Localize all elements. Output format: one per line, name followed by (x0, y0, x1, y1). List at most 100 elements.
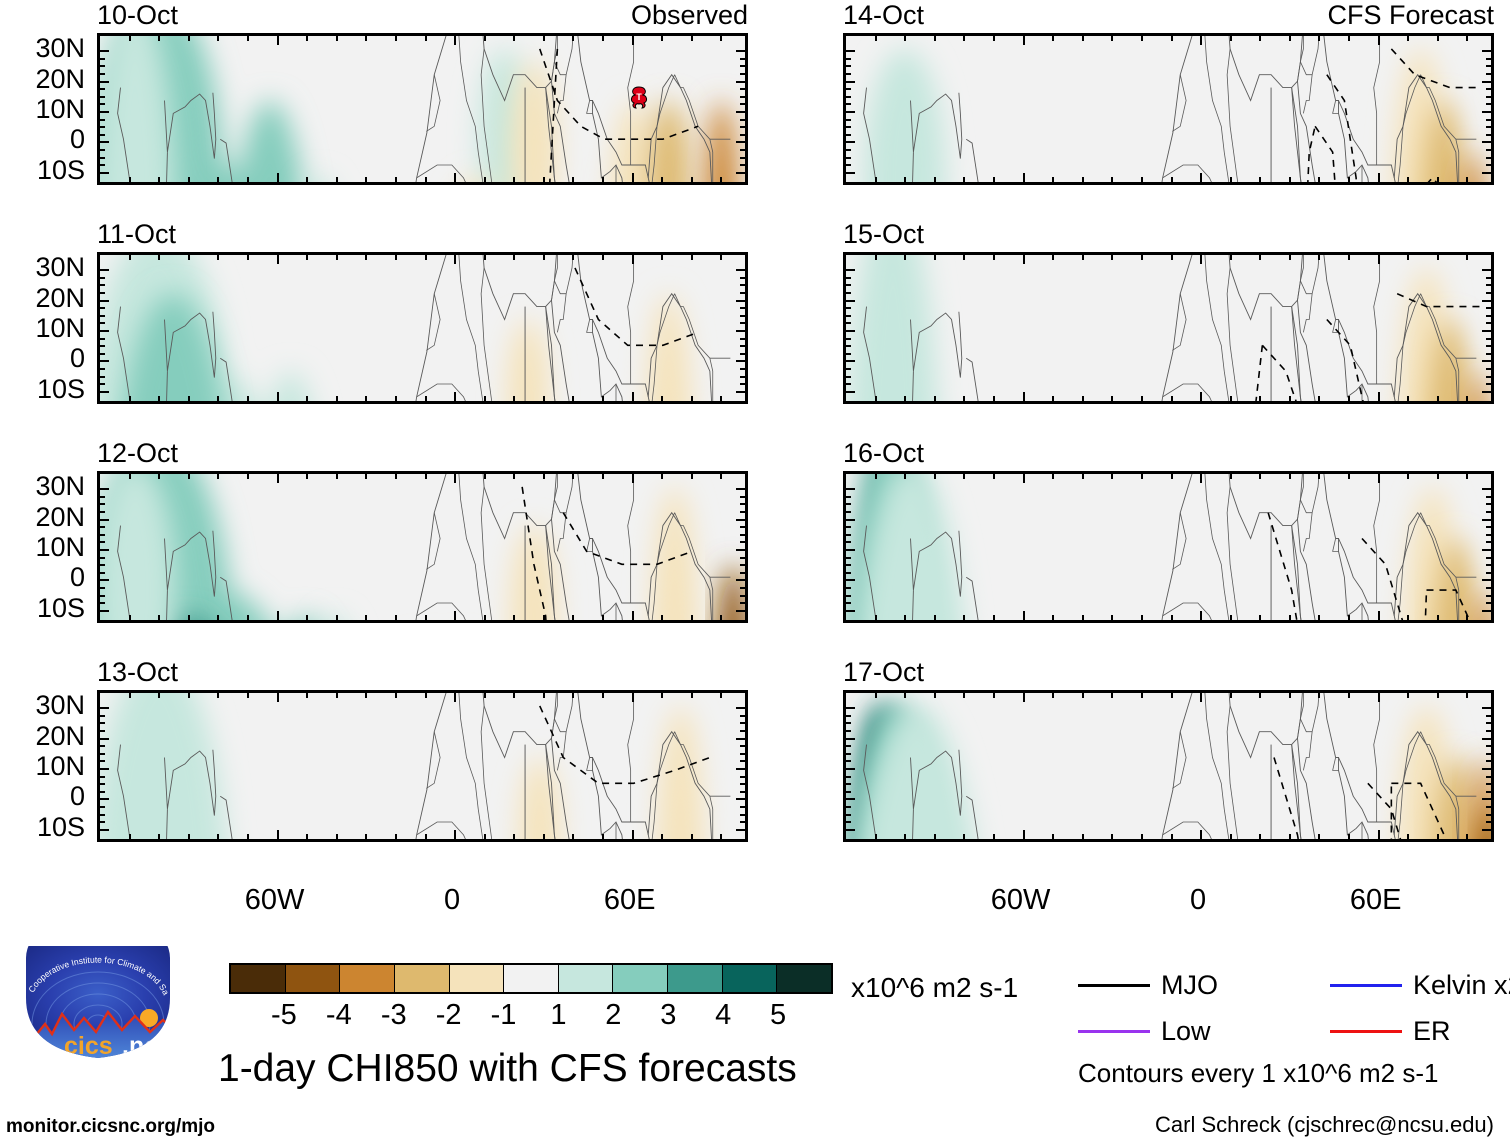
colorbar-tick-label: 4 (715, 999, 732, 1031)
y-tick (100, 299, 109, 302)
x-tick (631, 474, 634, 483)
x-tick (454, 173, 457, 182)
y-tick (846, 345, 851, 348)
y-tick (846, 284, 851, 287)
y-tick (100, 526, 105, 529)
x-tick (1111, 396, 1114, 401)
x-tick (1318, 615, 1321, 620)
y-tick (1482, 768, 1491, 770)
x-tick (1111, 474, 1114, 479)
y-tick (100, 564, 105, 567)
y-tick (846, 503, 851, 506)
y-tick (100, 330, 109, 332)
x-tick (572, 474, 575, 479)
x-tick (720, 36, 723, 41)
y-tick (846, 322, 851, 325)
x-tick (335, 615, 338, 620)
y-tick (1486, 103, 1491, 106)
y-tick (1486, 571, 1491, 574)
x-tick (1436, 474, 1439, 479)
y-tick (1482, 737, 1491, 740)
x-axis-tick-label: 60E (603, 884, 656, 916)
y-tick (100, 722, 105, 725)
y-tick (846, 587, 851, 589)
x-tick (394, 36, 397, 41)
x-tick (1200, 36, 1203, 45)
y-tick (1486, 337, 1491, 340)
y-tick (100, 571, 105, 574)
y-axis-tick-label: 10S (36, 811, 85, 842)
colorbar-tick-label: -1 (490, 999, 517, 1031)
x-tick (661, 834, 664, 839)
y-tick (846, 299, 855, 302)
x-tick (1111, 255, 1114, 260)
x-tick (963, 615, 966, 620)
x-tick (454, 474, 457, 483)
y-tick (846, 594, 851, 597)
x-tick (158, 36, 161, 41)
x-tick (1318, 36, 1321, 41)
y-tick (846, 806, 851, 808)
x-tick (690, 474, 693, 479)
x-tick (335, 255, 338, 260)
x-tick (365, 474, 368, 479)
x-tick (1229, 36, 1232, 41)
author-credit-label: Carl Schreck (cjschrec@ncsu.edu) (1155, 1112, 1494, 1137)
x-tick (1407, 396, 1410, 401)
x-tick (335, 834, 338, 839)
x-tick (1436, 255, 1439, 260)
x-tick (454, 693, 457, 702)
x-tick (572, 693, 575, 698)
x-tick (1200, 255, 1203, 264)
y-tick (1486, 775, 1491, 778)
x-tick (217, 36, 220, 41)
x-tick (128, 36, 131, 41)
y-tick (100, 768, 109, 770)
y-tick (846, 330, 855, 332)
x-tick (1229, 396, 1232, 401)
y-tick (1486, 533, 1491, 536)
x-tick (602, 36, 605, 41)
x-tick (720, 615, 723, 620)
y-tick (846, 549, 855, 551)
panel-date-label-p4: 13-Oct (97, 657, 179, 687)
x-tick (1348, 255, 1351, 260)
y-tick (736, 111, 745, 113)
y-tick (740, 495, 745, 498)
x-tick (1466, 834, 1469, 839)
anomaly-shading-p3 (100, 474, 745, 620)
x-tick (187, 396, 190, 401)
y-tick (1486, 526, 1491, 529)
y-tick (1482, 360, 1491, 363)
x-tick (424, 255, 427, 260)
colorbar-tick-label: 1 (550, 999, 567, 1031)
y-tick (100, 156, 105, 159)
x-tick (483, 396, 486, 401)
x-tick (335, 693, 338, 698)
y-tick (100, 775, 105, 778)
y-tick (100, 602, 105, 605)
y-tick (846, 88, 851, 91)
map-p5 (843, 33, 1494, 185)
panel-date-label-p5: 14-Oct (843, 0, 925, 30)
x-tick (1318, 255, 1321, 260)
y-tick (1486, 88, 1491, 91)
y-tick (100, 284, 105, 287)
x-tick (217, 693, 220, 698)
y-tick (1482, 171, 1491, 174)
x-tick (1407, 255, 1410, 260)
legend-item-low: Low (1078, 1018, 1211, 1045)
y-tick (846, 276, 851, 279)
x-tick (1081, 255, 1084, 260)
legend-label: MJO (1161, 970, 1218, 1000)
y-tick (740, 352, 745, 355)
x-tick (1081, 36, 1084, 41)
y-tick (846, 813, 851, 816)
y-tick (1486, 556, 1491, 559)
x-tick (1259, 834, 1262, 839)
y-tick (846, 269, 855, 272)
y-tick (846, 383, 851, 386)
x-tick (963, 36, 966, 41)
panel-p7: 16-Oct (843, 440, 1494, 623)
y-tick (100, 337, 105, 340)
